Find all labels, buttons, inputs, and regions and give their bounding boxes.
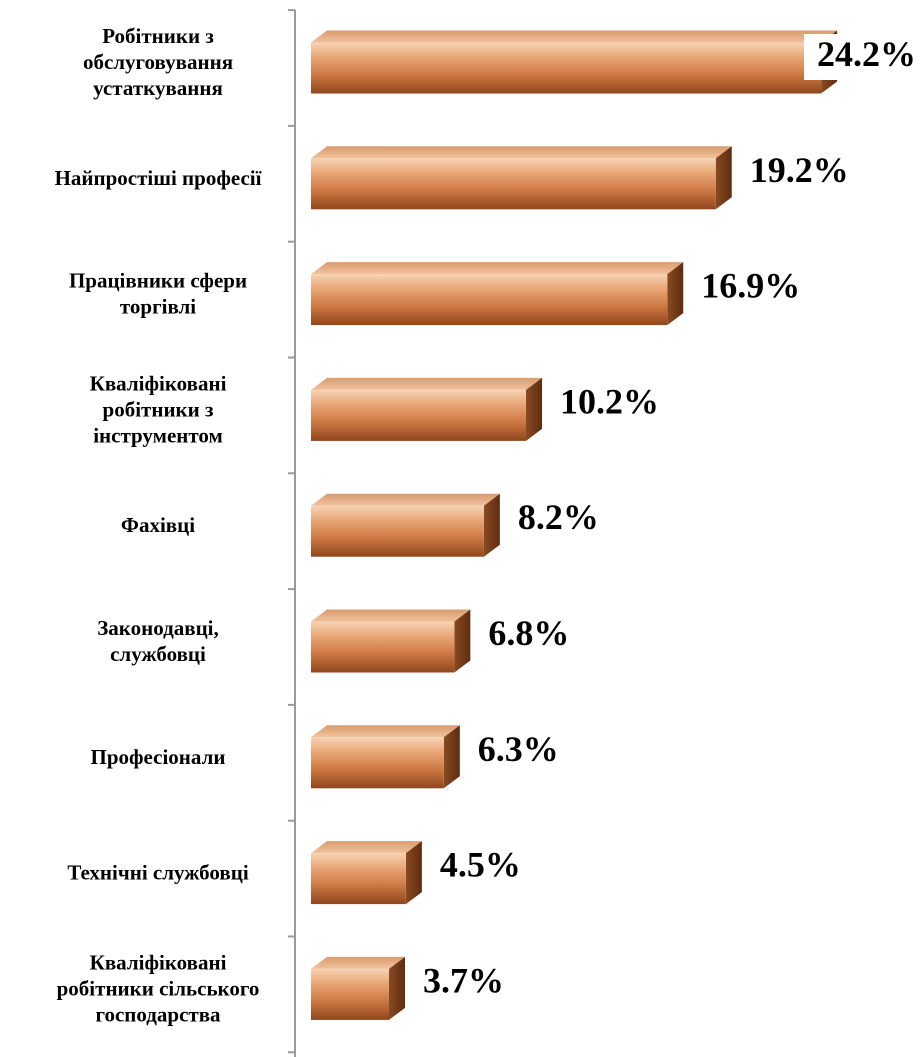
bar-front-face — [311, 389, 527, 441]
category-label: Кваліфіковані робітники з інструментом — [90, 371, 227, 447]
value-label: 3.7% — [423, 960, 504, 1000]
bar-front-face — [311, 968, 389, 1020]
bar-side-face — [526, 377, 543, 441]
bar-side-face — [483, 493, 500, 557]
bar-side-face — [454, 609, 471, 673]
value-label: 24.2% — [817, 34, 916, 74]
bar-front-face — [311, 505, 484, 557]
bar-front-face — [311, 853, 406, 905]
value-label: 16.9% — [701, 266, 800, 306]
value-label: 10.2% — [560, 381, 659, 421]
bar — [311, 841, 422, 905]
category-label: Кваліфіковані робітники сільського господа… — [57, 950, 260, 1026]
bar-side-face — [405, 841, 422, 905]
value-label: 6.8% — [488, 613, 569, 653]
category-label: Робітники з обслуговування устаткування — [83, 24, 233, 100]
category-label: Найпростіші професії — [55, 166, 262, 190]
axis-layer — [288, 9, 296, 1057]
bar-top-face — [311, 262, 684, 275]
bar — [311, 262, 684, 326]
category-label: Фахівці — [121, 513, 195, 537]
bar-side-face — [388, 956, 405, 1020]
bar — [311, 493, 500, 557]
value-label-background — [804, 34, 918, 80]
value-label: 4.5% — [440, 845, 521, 885]
bar-front-face — [311, 42, 822, 94]
value-label: 19.2% — [750, 150, 849, 190]
bar-front-face — [311, 737, 444, 789]
bar-side-face — [443, 725, 460, 789]
bar — [311, 956, 405, 1020]
bar — [311, 146, 732, 210]
bar-top-face — [311, 377, 543, 390]
category-label: Працівники сфери торгівлі — [69, 269, 247, 319]
bar-top-face — [311, 725, 460, 738]
bars-layer — [311, 30, 838, 1020]
bar-side-face — [715, 146, 732, 210]
bar-front-face — [311, 158, 716, 210]
bar-top-face — [311, 956, 405, 969]
bar-top-face — [311, 30, 838, 43]
bar-front-face — [311, 274, 668, 326]
category-label: Професіонали — [91, 745, 226, 769]
bar-front-face — [311, 621, 455, 673]
bar — [311, 30, 838, 94]
category-label: Технічні службовці — [67, 861, 248, 885]
bar-top-face — [311, 146, 732, 159]
bar — [311, 377, 543, 441]
bar-top-face — [311, 841, 422, 854]
bar — [311, 725, 460, 789]
labels-layer: 24.2% Робітники з обслуговування устаткуван… — [55, 24, 918, 1026]
category-label: Законодавці, службовці — [97, 616, 219, 666]
bar-top-face — [311, 609, 471, 622]
value-label: 6.3% — [478, 729, 559, 769]
bar-top-face — [311, 493, 500, 506]
bar — [311, 609, 471, 673]
value-label: 8.2% — [518, 497, 599, 537]
bar-side-face — [667, 262, 684, 326]
